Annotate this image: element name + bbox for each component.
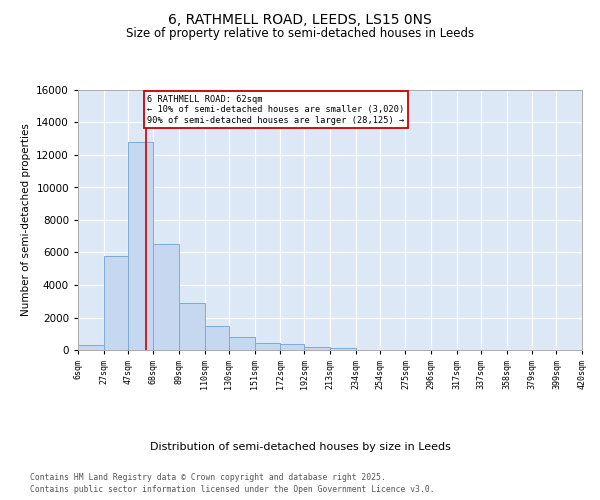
Text: 6, RATHMELL ROAD, LEEDS, LS15 0NS: 6, RATHMELL ROAD, LEEDS, LS15 0NS: [168, 12, 432, 26]
Bar: [229, 337, 254, 350]
Bar: [78, 345, 104, 350]
Text: Contains HM Land Registry data © Crown copyright and database right 2025.: Contains HM Land Registry data © Crown c…: [30, 472, 386, 482]
Y-axis label: Number of semi-detached properties: Number of semi-detached properties: [20, 124, 31, 316]
Bar: [280, 344, 304, 350]
Bar: [304, 347, 330, 350]
Bar: [128, 142, 154, 350]
Bar: [254, 343, 280, 350]
Bar: [205, 326, 229, 350]
Bar: [154, 244, 179, 350]
Text: 6 RATHMELL ROAD: 62sqm
← 10% of semi-detached houses are smaller (3,020)
90% of : 6 RATHMELL ROAD: 62sqm ← 10% of semi-det…: [148, 95, 404, 124]
Bar: [330, 348, 356, 350]
Text: Size of property relative to semi-detached houses in Leeds: Size of property relative to semi-detach…: [126, 28, 474, 40]
Bar: [104, 256, 128, 350]
Text: Distribution of semi-detached houses by size in Leeds: Distribution of semi-detached houses by …: [149, 442, 451, 452]
Text: Contains public sector information licensed under the Open Government Licence v3: Contains public sector information licen…: [30, 485, 434, 494]
Bar: [179, 303, 205, 350]
